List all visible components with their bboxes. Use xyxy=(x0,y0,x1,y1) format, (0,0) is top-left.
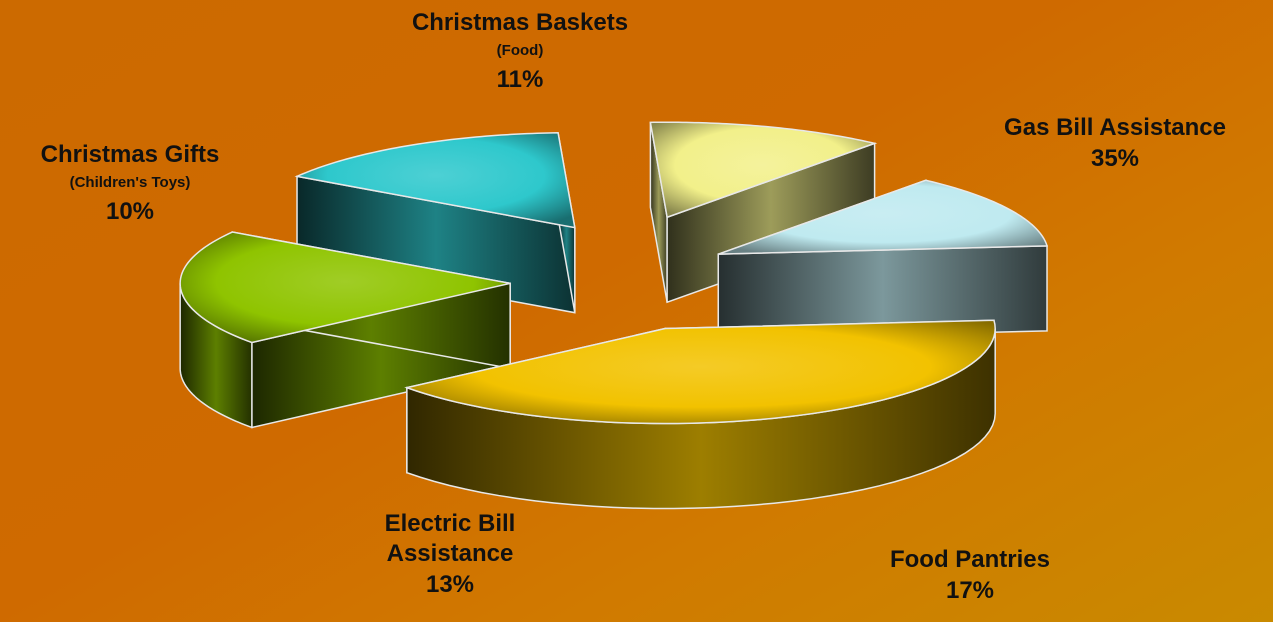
pie-slice xyxy=(294,132,576,314)
slice-percent: 35% xyxy=(1090,145,1140,172)
slice-name: Gas Bill Assistance xyxy=(1004,114,1226,141)
slice-name: Christmas Gifts xyxy=(40,141,220,168)
slice-label-christmas-gifts: Christmas Gifts (Children's Toys) 10% xyxy=(0,140,260,228)
slice-percent: 10% xyxy=(105,198,155,225)
slice-label-electric-bill: Electric Bill Assistance 13% xyxy=(350,509,550,601)
pie-slice xyxy=(404,319,996,510)
slice-label-gas-bill: Gas Bill Assistance 35% xyxy=(960,113,1270,175)
slice-label-christmas-baskets: Christmas Baskets (Food) 11% xyxy=(345,8,695,96)
slice-sublabel: (Children's Toys) xyxy=(69,174,191,191)
slice-name: Food Pantries xyxy=(889,546,1051,573)
slice-percent: 13% xyxy=(425,571,475,598)
pie-slice xyxy=(717,179,1049,341)
slice-name: Electric Bill Assistance xyxy=(384,510,516,567)
slice-name: Christmas Baskets xyxy=(411,9,629,36)
pie-slice xyxy=(179,231,511,429)
slice-label-food-pantries: Food Pantries 17% xyxy=(825,545,1115,607)
slice-sublabel: (Food) xyxy=(496,42,544,59)
slice-percent: 17% xyxy=(945,577,995,604)
slice-percent: 11% xyxy=(496,66,544,93)
